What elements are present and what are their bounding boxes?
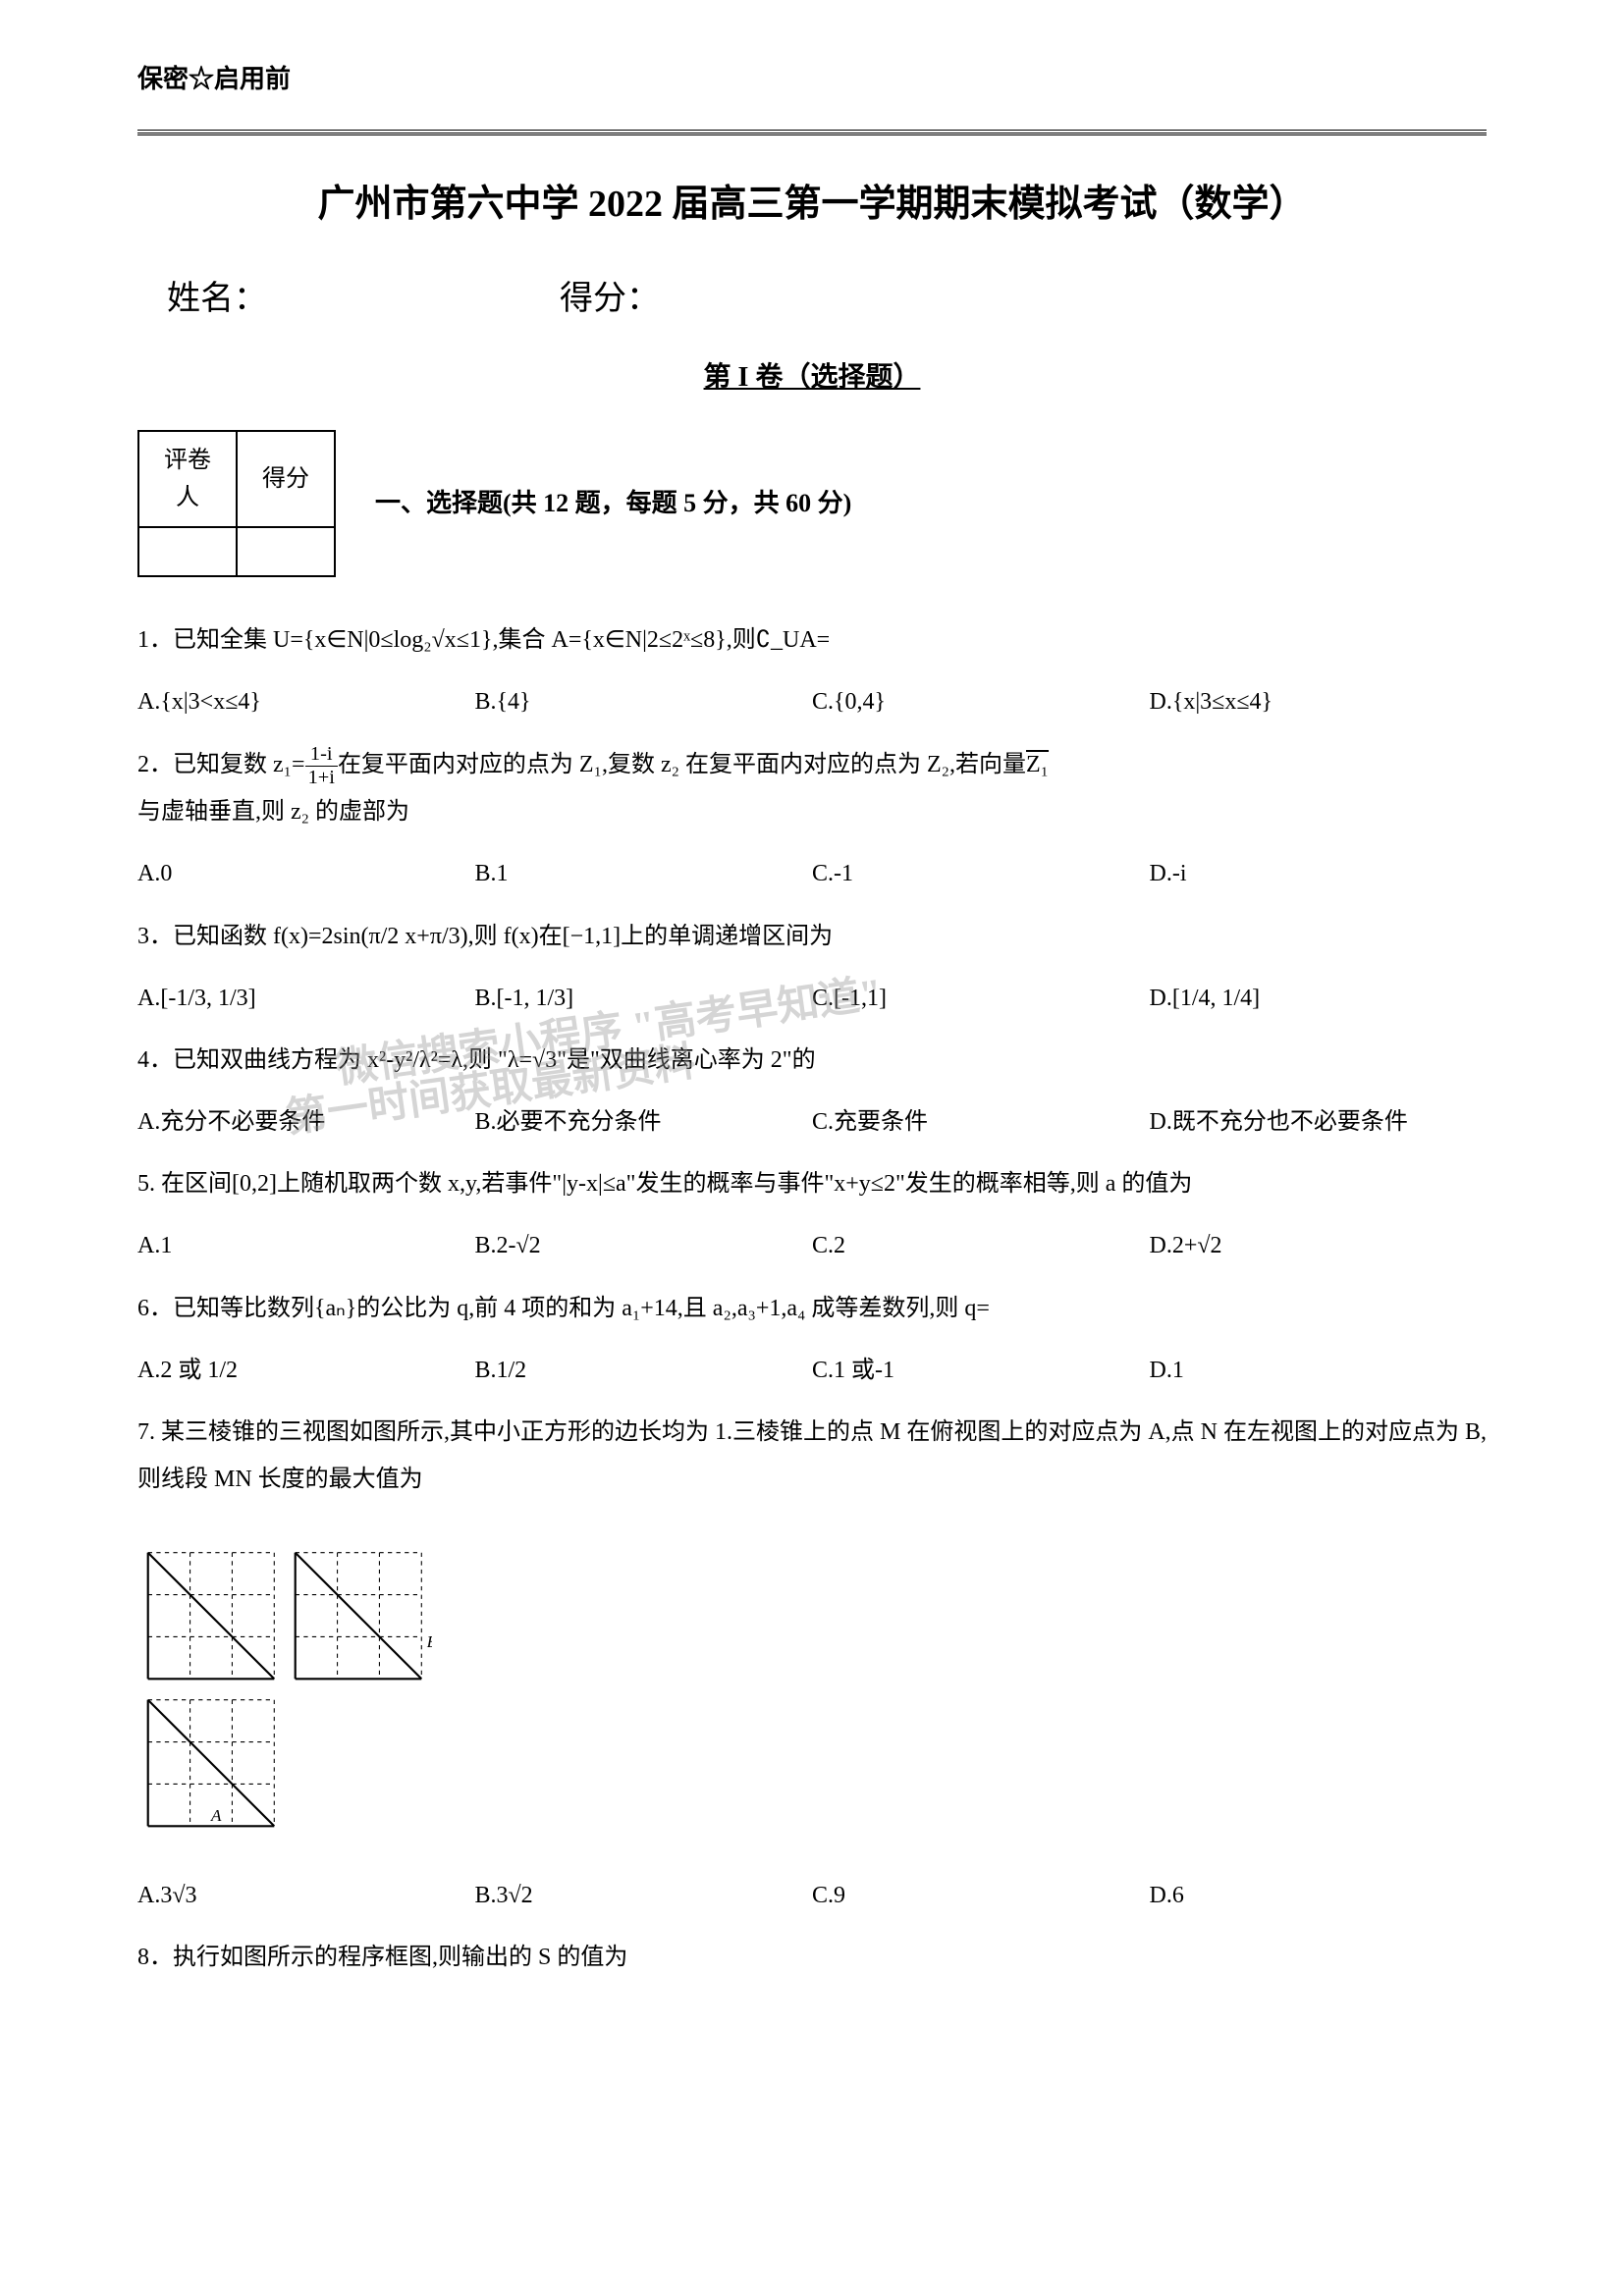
question-4: 4．已知双曲线方程为 x²-y²/λ²=λ,则 "λ=√3"是"双曲线离心率为 … <box>137 1037 1487 1084</box>
name-label: 姓名： <box>167 273 560 326</box>
q1-optB: B.{4} <box>475 683 813 721</box>
q7-text: 7. 某三棱锥的三视图如图所示,其中小正方形的边长均为 1.三棱锥上的点 M 在… <box>137 1409 1487 1503</box>
q2-optB: B.1 <box>475 855 813 892</box>
q1-text: 1．已知全集 U={x∈N|0≤log₂√x≤1},集合 A={x∈N|2≤2ˣ… <box>137 616 1487 664</box>
q7-optC: C.9 <box>812 1877 1150 1914</box>
section-heading: 一、选择题(共 12 题，每题 5 分，共 60 分) <box>375 483 851 524</box>
question-3: 3．已知函数 f(x)=2sin(π/2 x+π/3),则 f(x)在[−1,1… <box>137 913 1487 960</box>
q4-text: 4．已知双曲线方程为 x²-y²/λ²=λ,则 "λ=√3"是"双曲线离心率为 … <box>137 1037 1487 1084</box>
q4-optC: C.充要条件 <box>812 1103 1150 1141</box>
q7-optA: A.3√3 <box>137 1877 475 1914</box>
q4-optB: B.必要不充分条件 <box>475 1103 813 1141</box>
score-label: 得分： <box>560 273 660 326</box>
q2-vector: Z₁ <box>1026 752 1049 777</box>
grader-row: 评卷人 得分 一、选择题(共 12 题，每题 5 分，共 60 分) <box>137 430 1487 578</box>
q5-optA: A.1 <box>137 1227 475 1264</box>
q6-options: A.2 或 1/2 B.1/2 C.1 或-1 D.1 <box>137 1352 1487 1389</box>
question-5: 5. 在区间[0,2]上随机取两个数 x,y,若事件"|y-x|≤a"发生的概率… <box>137 1160 1487 1207</box>
q6-optC: C.1 或-1 <box>812 1352 1150 1389</box>
question-7: 7. 某三棱锥的三视图如图所示,其中小正方形的边长均为 1.三棱锥上的点 M 在… <box>137 1409 1487 1503</box>
header-divider <box>137 130 1487 135</box>
q4-optA: A.充分不必要条件 <box>137 1103 475 1141</box>
q5-options: A.1 B.2-√2 C.2 D.2+√2 <box>137 1227 1487 1264</box>
three-view-figure: A B <box>137 1542 432 1837</box>
question-8: 8．执行如图所示的程序框图,则输出的 S 的值为 <box>137 1934 1487 1981</box>
q2-text2: 在复平面内对应的点为 Z₁,复数 z₂ 在复平面内对应的点为 Z₂,若向量 <box>338 752 1026 777</box>
question-6: 6．已知等比数列{aₙ}的公比为 q,前 4 项的和为 a₁+14,且 a₂,a… <box>137 1285 1487 1332</box>
grader-col1: 评卷人 <box>138 431 237 528</box>
q6-optB: B.1/2 <box>475 1352 813 1389</box>
q2-text3: 与虚轴垂直,则 z₂ 的虚部为 <box>137 788 1487 835</box>
q6-optD: D.1 <box>1150 1352 1488 1389</box>
q2-optA: A.0 <box>137 855 475 892</box>
exam-title: 广州市第六中学 2022 届高三第一学期期末模拟考试（数学） <box>137 175 1487 235</box>
q3-optB: B.[-1, 1/3] <box>475 980 813 1017</box>
q5-optB: B.2-√2 <box>475 1227 813 1264</box>
q5-optD: D.2+√2 <box>1150 1227 1488 1264</box>
q7-optB: B.3√2 <box>475 1877 813 1914</box>
q2-text1: 2．已知复数 z₁= <box>137 752 305 777</box>
grader-empty2 <box>237 527 335 576</box>
q1-optA: A.{x|3<x≤4} <box>137 683 475 721</box>
grader-col2: 得分 <box>237 431 335 528</box>
q6-optA: A.2 或 1/2 <box>137 1352 475 1389</box>
q1-options: A.{x|3<x≤4} B.{4} C.{0,4} D.{x|3≤x≤4} <box>137 683 1487 721</box>
q1-optC: C.{0,4} <box>812 683 1150 721</box>
section-1-title: 第 I 卷（选择题） <box>137 356 1487 400</box>
q2-optD: D.-i <box>1150 855 1488 892</box>
q6-text: 6．已知等比数列{aₙ}的公比为 q,前 4 项的和为 a₁+14,且 a₂,a… <box>137 1285 1487 1332</box>
question-2: 2．已知复数 z₁=1-i1+i在复平面内对应的点为 Z₁,复数 z₂ 在复平面… <box>137 741 1487 835</box>
q4-optD: D.既不充分也不必要条件 <box>1150 1103 1488 1141</box>
q7-optD: D.6 <box>1150 1877 1488 1914</box>
q1-optD: D.{x|3≤x≤4} <box>1150 683 1488 721</box>
figure-label-A: A <box>210 1806 222 1825</box>
q7-options: A.3√3 B.3√2 C.9 D.6 <box>137 1877 1487 1914</box>
watermark-area: 微信搜索小程序 "高考早知道" 第一时间获取最新资料 A.[-1/3, 1/3]… <box>137 980 1487 1208</box>
confidential-label: 保密☆启用前 <box>137 59 1487 100</box>
name-score-row: 姓名： 得分： <box>137 273 1487 326</box>
figure-label-B: B <box>427 1632 432 1651</box>
q3-optD: D.[1/4, 1/4] <box>1150 980 1488 1017</box>
q3-options: A.[-1/3, 1/3] B.[-1, 1/3] C.[-1,1] D.[1/… <box>137 980 1487 1017</box>
q3-optA: A.[-1/3, 1/3] <box>137 980 475 1017</box>
question-1: 1．已知全集 U={x∈N|0≤log₂√x≤1},集合 A={x∈N|2≤2ˣ… <box>137 616 1487 664</box>
q5-optC: C.2 <box>812 1227 1150 1264</box>
q3-optC: C.[-1,1] <box>812 980 1150 1017</box>
q2-frac: 1-i1+i <box>305 743 338 788</box>
grader-table: 评卷人 得分 <box>137 430 336 578</box>
q4-options: A.充分不必要条件 B.必要不充分条件 C.充要条件 D.既不充分也不必要条件 <box>137 1103 1487 1141</box>
q5-text: 5. 在区间[0,2]上随机取两个数 x,y,若事件"|y-x|≤a"发生的概率… <box>137 1160 1487 1207</box>
q3-text: 3．已知函数 f(x)=2sin(π/2 x+π/3),则 f(x)在[−1,1… <box>137 913 1487 960</box>
grader-empty1 <box>138 527 237 576</box>
q2-optC: C.-1 <box>812 855 1150 892</box>
q8-text: 8．执行如图所示的程序框图,则输出的 S 的值为 <box>137 1934 1487 1981</box>
q2-options: A.0 B.1 C.-1 D.-i <box>137 855 1487 892</box>
